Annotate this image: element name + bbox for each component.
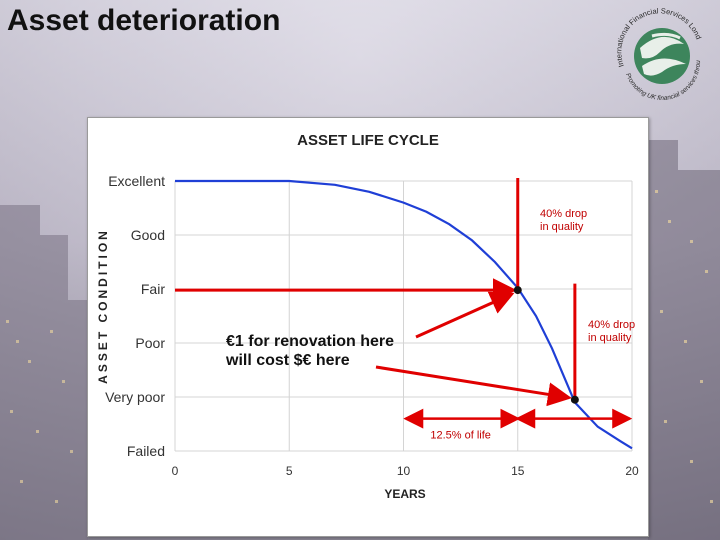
x-axis-title: YEARS <box>384 487 425 501</box>
drop-label-2: 40% drop in quality <box>588 319 636 344</box>
ifsl-globe-logo: International Financial Services London … <box>612 8 703 102</box>
drop-label-1: 40% drop in quality <box>540 208 588 233</box>
x-tick-label: 5 <box>286 464 293 478</box>
marker-point-2 <box>570 395 579 404</box>
y-axis-title: ASSET CONDITION <box>96 228 110 384</box>
x-tick-label: 15 <box>511 464 525 478</box>
y-tick-label: Excellent <box>108 173 165 189</box>
x-tick-label: 10 <box>397 464 411 478</box>
y-tick-label: Fair <box>141 281 165 297</box>
y-tick-label: Failed <box>127 443 165 459</box>
y-tick-label: Good <box>131 227 165 243</box>
renovation-note: €1 for renovation here will cost $€ here <box>226 333 395 369</box>
slide-title: Asset deterioration <box>7 4 281 37</box>
y-tick-label: Very poor <box>105 389 165 405</box>
chart-title: ASSET LIFE CYCLE <box>297 132 439 149</box>
marker-point-1 <box>513 286 522 295</box>
note-to-point-2-arrow <box>375 365 572 407</box>
life-span-label: 12.5% of life <box>430 430 491 442</box>
x-tick-label: 20 <box>625 464 639 478</box>
chart-panel <box>87 117 649 537</box>
note-to-point-1-arrow <box>415 291 515 339</box>
x-tick-label: 0 <box>172 464 179 478</box>
y-tick-label: Poor <box>135 335 165 351</box>
